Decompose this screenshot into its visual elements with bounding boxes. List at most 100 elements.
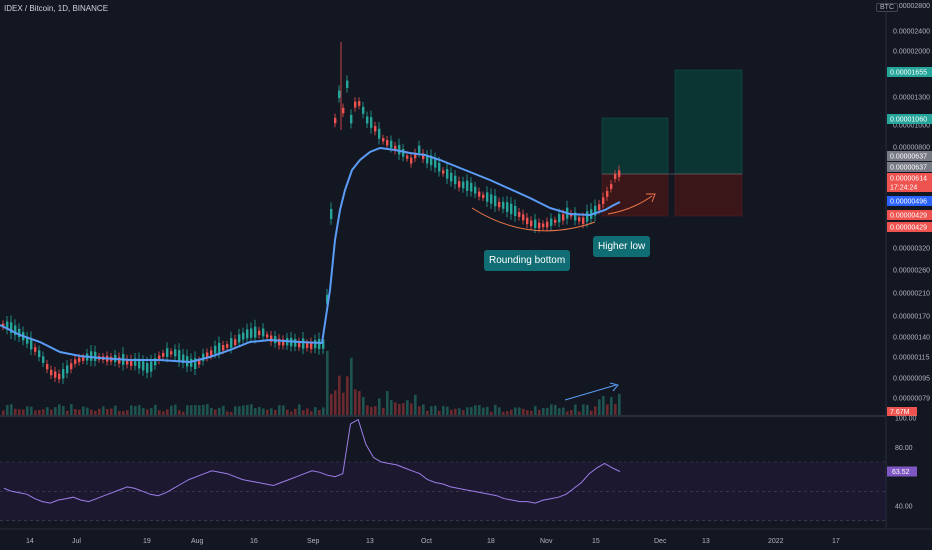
candle [470, 182, 473, 192]
volume-bar [234, 406, 237, 415]
volume-bar [282, 405, 285, 415]
candle [374, 126, 377, 132]
rsi-value-tag [887, 466, 917, 477]
candle [230, 338, 233, 348]
volume-bar [566, 411, 569, 415]
candle [602, 197, 605, 204]
volume-bar [550, 404, 553, 415]
candle [138, 358, 141, 369]
volume-bar [10, 404, 13, 415]
volume-bar [2, 410, 5, 415]
volume-bar [146, 409, 149, 415]
candle [134, 358, 137, 366]
candle [50, 369, 53, 376]
price-tick-label: 0.00000079 [893, 396, 930, 403]
price-tick-label: 0.00001300 [893, 95, 930, 102]
volume-bar [166, 409, 169, 415]
higher-low-label[interactable]: Higher low [593, 236, 651, 257]
candle [558, 214, 561, 223]
volume-bar [102, 406, 105, 415]
currency-badge[interactable]: BTC [876, 3, 898, 12]
time-tick-label: Oct [421, 538, 432, 545]
candle [574, 212, 577, 221]
candle [410, 157, 413, 164]
price-tick-label: 0.00000210 [893, 291, 930, 298]
volume-bar [286, 409, 289, 415]
candle [454, 175, 457, 185]
volume-bar [478, 405, 481, 415]
volume-bar [134, 406, 137, 415]
time-tick-label: 16 [250, 538, 258, 545]
time-tick-label: 14 [26, 538, 34, 545]
volume-bar [70, 404, 73, 415]
candle [446, 169, 449, 179]
volume-bar [482, 407, 485, 415]
candle [554, 219, 557, 223]
volume-bar [274, 410, 277, 415]
volume-bar [270, 408, 273, 415]
stop-zone-1 [601, 173, 669, 217]
volume-bar [254, 408, 257, 415]
volume-bar [370, 406, 373, 415]
volume-bar [158, 410, 161, 415]
volume-bar [114, 405, 117, 415]
candle [422, 153, 425, 160]
candle [378, 128, 381, 139]
candle [598, 204, 601, 211]
candle [210, 350, 213, 356]
volume-bar [30, 406, 33, 415]
volume-bar [154, 404, 157, 415]
volume-bar [382, 407, 385, 415]
candle [322, 339, 325, 349]
price-tag-label: 0.00000496 [890, 199, 927, 206]
price-tick-label: 0.00002800 [893, 3, 930, 10]
candle [434, 158, 437, 168]
volume-bar [574, 404, 577, 415]
volume-bar [342, 392, 345, 415]
volume-bar [142, 408, 145, 415]
price-tick-label: 0.00000140 [893, 335, 930, 342]
volume-bar [138, 405, 141, 415]
candle [550, 218, 553, 226]
volume-bar [22, 409, 25, 415]
volume-bar [410, 403, 413, 415]
candle [466, 180, 469, 191]
candle [62, 369, 65, 379]
candle [66, 365, 69, 374]
volume-bar [238, 406, 241, 415]
volume-bar [174, 404, 177, 415]
volume-bar [366, 405, 369, 415]
price-tag [887, 210, 932, 220]
candle [538, 222, 541, 229]
volume-bar [246, 404, 249, 415]
volume-bar [106, 409, 109, 415]
volume-bar [390, 400, 393, 415]
candle [26, 336, 29, 344]
candle [174, 349, 177, 357]
volume-bar [614, 404, 617, 415]
candle [618, 170, 621, 177]
price-tag [887, 173, 932, 183]
volume-bar [82, 406, 85, 415]
target-zone-2 [674, 69, 743, 175]
volume-bar [58, 404, 61, 415]
candle [38, 350, 41, 358]
candle [6, 321, 9, 330]
volume-bar [530, 410, 533, 415]
volume-bar [294, 408, 297, 415]
volume-bar [130, 405, 133, 415]
candle [226, 344, 229, 348]
volume-bar [386, 391, 389, 415]
volume-bar [210, 407, 213, 415]
rounding-bottom-label[interactable]: Rounding bottom [484, 250, 571, 271]
candle [346, 80, 349, 88]
candle [214, 345, 217, 354]
volume-bar [34, 410, 37, 415]
volume-bar [438, 410, 441, 415]
time-tick-label: 15 [592, 538, 600, 545]
candle [510, 203, 513, 215]
price-tick-label: 0.00000320 [893, 246, 930, 253]
moving-average-line [0, 146, 621, 364]
candle [414, 152, 417, 159]
